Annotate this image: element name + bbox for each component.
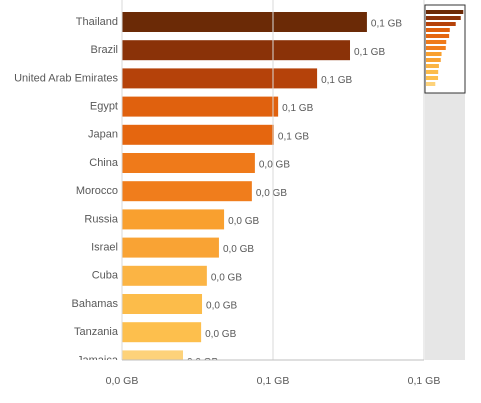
category-label: Russia [84, 213, 119, 225]
bar[interactable] [122, 68, 318, 89]
value-label: 0,1 GB [278, 131, 309, 142]
bar[interactable] [122, 350, 184, 370]
mini-bar [426, 70, 439, 74]
category-label: Thailand [76, 16, 118, 28]
bar[interactable] [122, 209, 225, 230]
mini-bar [426, 64, 439, 68]
plot-area: Thailand 0,1 GB Brazil 0,1 GB United Arab Em… [14, 12, 402, 370]
x-tick-label: 0,1 GB [257, 375, 290, 387]
value-label: 0,0 GB [187, 357, 218, 368]
mini-bar [426, 16, 461, 20]
bar[interactable] [122, 181, 252, 202]
bar[interactable] [122, 40, 351, 61]
value-label: 0,0 GB [206, 301, 237, 312]
value-label: 0,1 GB [282, 103, 313, 114]
category-label: Egypt [90, 101, 118, 113]
category-label: Tanzania [74, 326, 119, 338]
mini-bar [426, 58, 441, 62]
mini-bar [426, 52, 442, 56]
mini-bar [426, 10, 464, 14]
category-label: Morocco [76, 185, 118, 197]
value-label: 0,0 GB [223, 244, 254, 255]
value-label: 0,1 GB [321, 75, 352, 86]
mini-bar [426, 76, 439, 80]
bar[interactable] [122, 12, 367, 32]
mini-bar [426, 22, 456, 26]
value-label: 0,1 GB [354, 47, 385, 58]
value-label: 0,1 GB [371, 19, 402, 30]
category-label: Japan [88, 129, 118, 141]
category-label: Israel [91, 242, 118, 254]
bar[interactable] [122, 124, 274, 145]
mini-bar [426, 46, 446, 50]
bar[interactable] [122, 96, 279, 117]
category-label: United Arab Emirates [14, 72, 118, 84]
category-label: China [89, 157, 119, 169]
category-label: Jamaica [77, 354, 119, 366]
value-label: 0,0 GB [256, 188, 287, 199]
category-label: Brazil [90, 44, 118, 56]
mini-bar [426, 34, 450, 38]
category-label: Cuba [92, 270, 119, 282]
value-label: 0,0 GB [205, 329, 236, 340]
value-label: 0,0 GB [259, 160, 290, 171]
mini-bar [426, 40, 447, 44]
x-tick-label: 0,0 GB [106, 375, 139, 387]
mini-bar [426, 28, 450, 32]
bar[interactable] [122, 153, 255, 173]
bar[interactable] [122, 265, 207, 286]
bar[interactable] [122, 237, 219, 258]
value-label: 0,0 GB [228, 216, 259, 227]
x-axis: 0,0 GB 0,1 GB 0,1 GB [106, 0, 441, 387]
bar[interactable] [122, 322, 202, 343]
mini-bar [426, 82, 436, 86]
bar[interactable] [122, 294, 203, 314]
x-tick-label: 0,1 GB [408, 375, 441, 387]
scrollbar[interactable] [424, 4, 466, 360]
category-label: Bahamas [72, 298, 119, 310]
value-label: 0,0 GB [211, 272, 242, 283]
